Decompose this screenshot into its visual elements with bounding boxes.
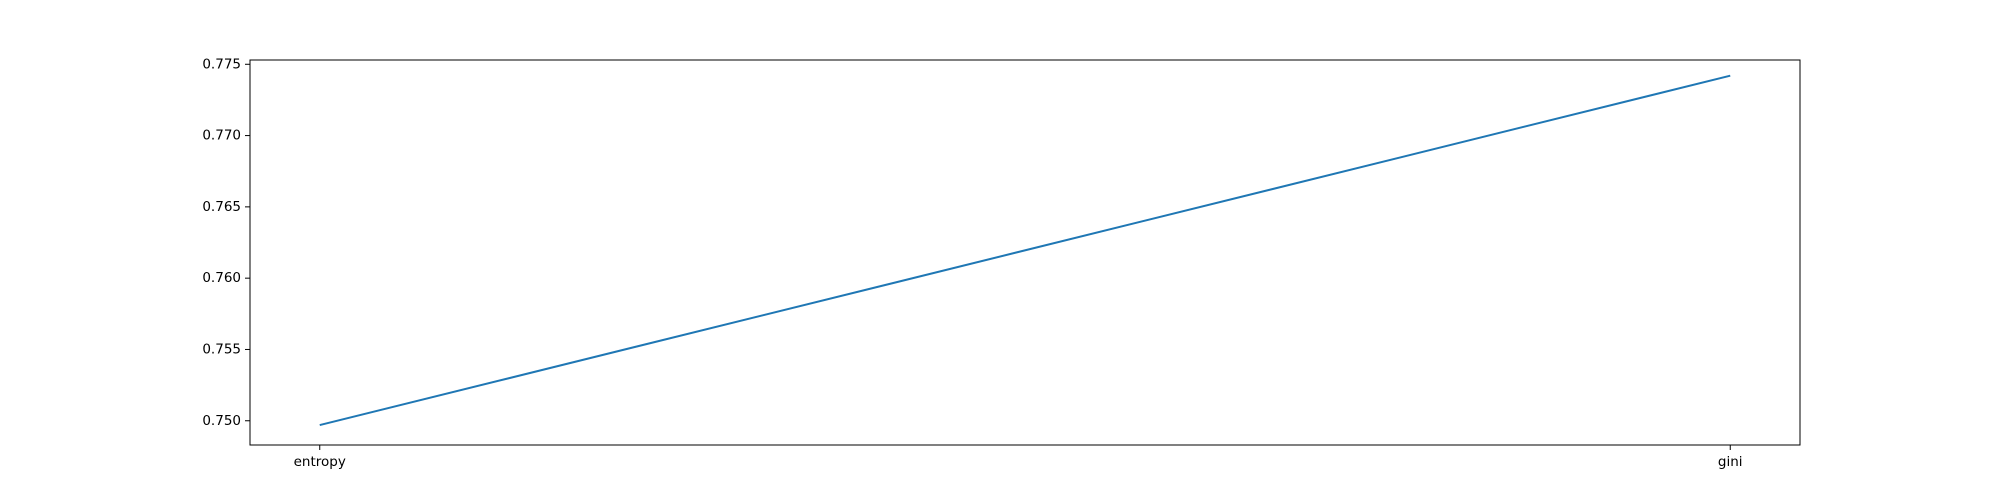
y-axis: 0.750 0.755 0.760 0.765 0.770 0.775	[202, 56, 250, 429]
plot-series	[319, 74, 1731, 427]
y-tick-label: 0.755	[202, 341, 241, 357]
plot-frame	[249, 59, 1801, 446]
series-line	[319, 74, 1731, 427]
y-tick-label: 0.765	[202, 199, 241, 215]
y-tick-label: 0.770	[202, 128, 241, 144]
y-tick-label: 0.750	[202, 413, 241, 429]
x-tick-label: entropy	[294, 454, 346, 470]
y-tick-label: 0.760	[202, 270, 241, 286]
x-tick-label: gini	[1718, 454, 1743, 470]
y-tick-label: 0.775	[202, 56, 241, 72]
x-axis: entropy gini	[294, 445, 1743, 470]
